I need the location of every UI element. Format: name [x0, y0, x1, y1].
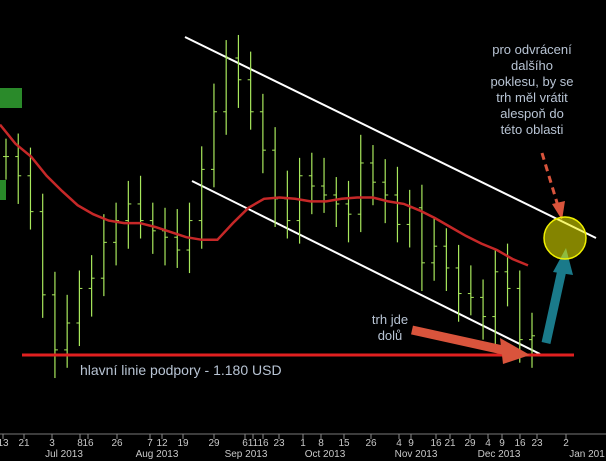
x-month-label: Jul 2013 — [45, 449, 83, 460]
dashed-arrow-shaft — [540, 152, 560, 207]
x-tick-label: 8 — [318, 438, 324, 449]
reversal-line-3: poklesu, by se — [490, 74, 574, 89]
market-down-line-1: trh jde — [371, 312, 409, 327]
x-tick-label: 16 — [514, 438, 526, 449]
reversal-note: pro odvrácení dalšího poklesu, by se trh… — [472, 42, 592, 138]
price-bars — [3, 34, 535, 379]
left-green-marker-1 — [0, 88, 22, 108]
support-label: hlavní linie podpory - 1.180 USD — [80, 362, 282, 378]
up-arrow-shaft — [541, 269, 567, 344]
target-area-circle — [543, 216, 587, 260]
x-month-label: Sep 2013 — [225, 449, 268, 460]
dashed-arrow-head — [552, 201, 565, 220]
trend-channel — [184, 36, 597, 355]
x-tick-label: 19 — [177, 438, 189, 449]
arrows — [411, 152, 573, 364]
x-tick-label: 4 — [485, 438, 491, 449]
x-tick-label: 12 — [156, 438, 168, 449]
x-tick-label: 9 — [408, 438, 414, 449]
x-tick-label: 29 — [208, 438, 220, 449]
x-tick-label: 16 — [82, 438, 94, 449]
market-down-note: trh jde dolů — [360, 312, 420, 344]
x-tick-label: 16 — [257, 438, 269, 449]
x-tick-label: 7 — [147, 438, 153, 449]
x-axis: 13 21 3 8 16 26 7 12 19 29 6 11 16 23 1 8 15 26 4 9 16 21 29 4 9… — [0, 433, 606, 460]
market-down-line-2: dolů — [377, 328, 403, 343]
x-month-label: Dec 2013 — [478, 449, 521, 460]
x-tick-label: 21 — [18, 438, 30, 449]
x-month-label: Aug 2013 — [136, 449, 179, 460]
x-tick-label: 23 — [273, 438, 285, 449]
x-tick-label: 2 — [563, 438, 569, 449]
channel-lower — [191, 180, 541, 355]
x-month-label: Oct 2013 — [305, 449, 346, 460]
x-tick-label: 23 — [531, 438, 543, 449]
down-arrow-shaft — [411, 325, 513, 357]
x-tick-label: 3 — [49, 438, 55, 449]
up-arrow-head — [553, 248, 573, 275]
x-tick-label: 6 — [242, 438, 248, 449]
x-tick-label: 4 — [396, 438, 402, 449]
x-tick-label: 8 — [77, 438, 83, 449]
x-tick-label: 21 — [444, 438, 456, 449]
reversal-line-4: trh měl vrátit — [496, 90, 568, 105]
reversal-line-6: této oblasti — [500, 122, 564, 137]
x-tick-label: 11 — [248, 438, 259, 449]
x-tick-label: 13 — [0, 438, 9, 449]
reversal-line-2: dalšího — [511, 58, 553, 73]
x-month-label: Nov 2013 — [395, 449, 438, 460]
x-tick-label: 29 — [464, 438, 476, 449]
reversal-line-5: alespoň do — [500, 106, 564, 121]
down-arrow-head — [500, 338, 530, 364]
x-month-label: Jan 201 — [569, 449, 605, 460]
x-tick-label: 26 — [111, 438, 123, 449]
left-green-marker-2 — [0, 180, 6, 200]
x-tick-label: 9 — [499, 438, 505, 449]
channel-upper — [184, 36, 597, 239]
x-tick-label: 15 — [338, 438, 350, 449]
x-tick-label: 1 — [300, 438, 306, 449]
x-tick-label: 16 — [430, 438, 442, 449]
moving-average-line — [0, 123, 529, 267]
x-tick-label: 26 — [365, 438, 377, 449]
reversal-line-1: pro odvrácení — [492, 42, 572, 57]
